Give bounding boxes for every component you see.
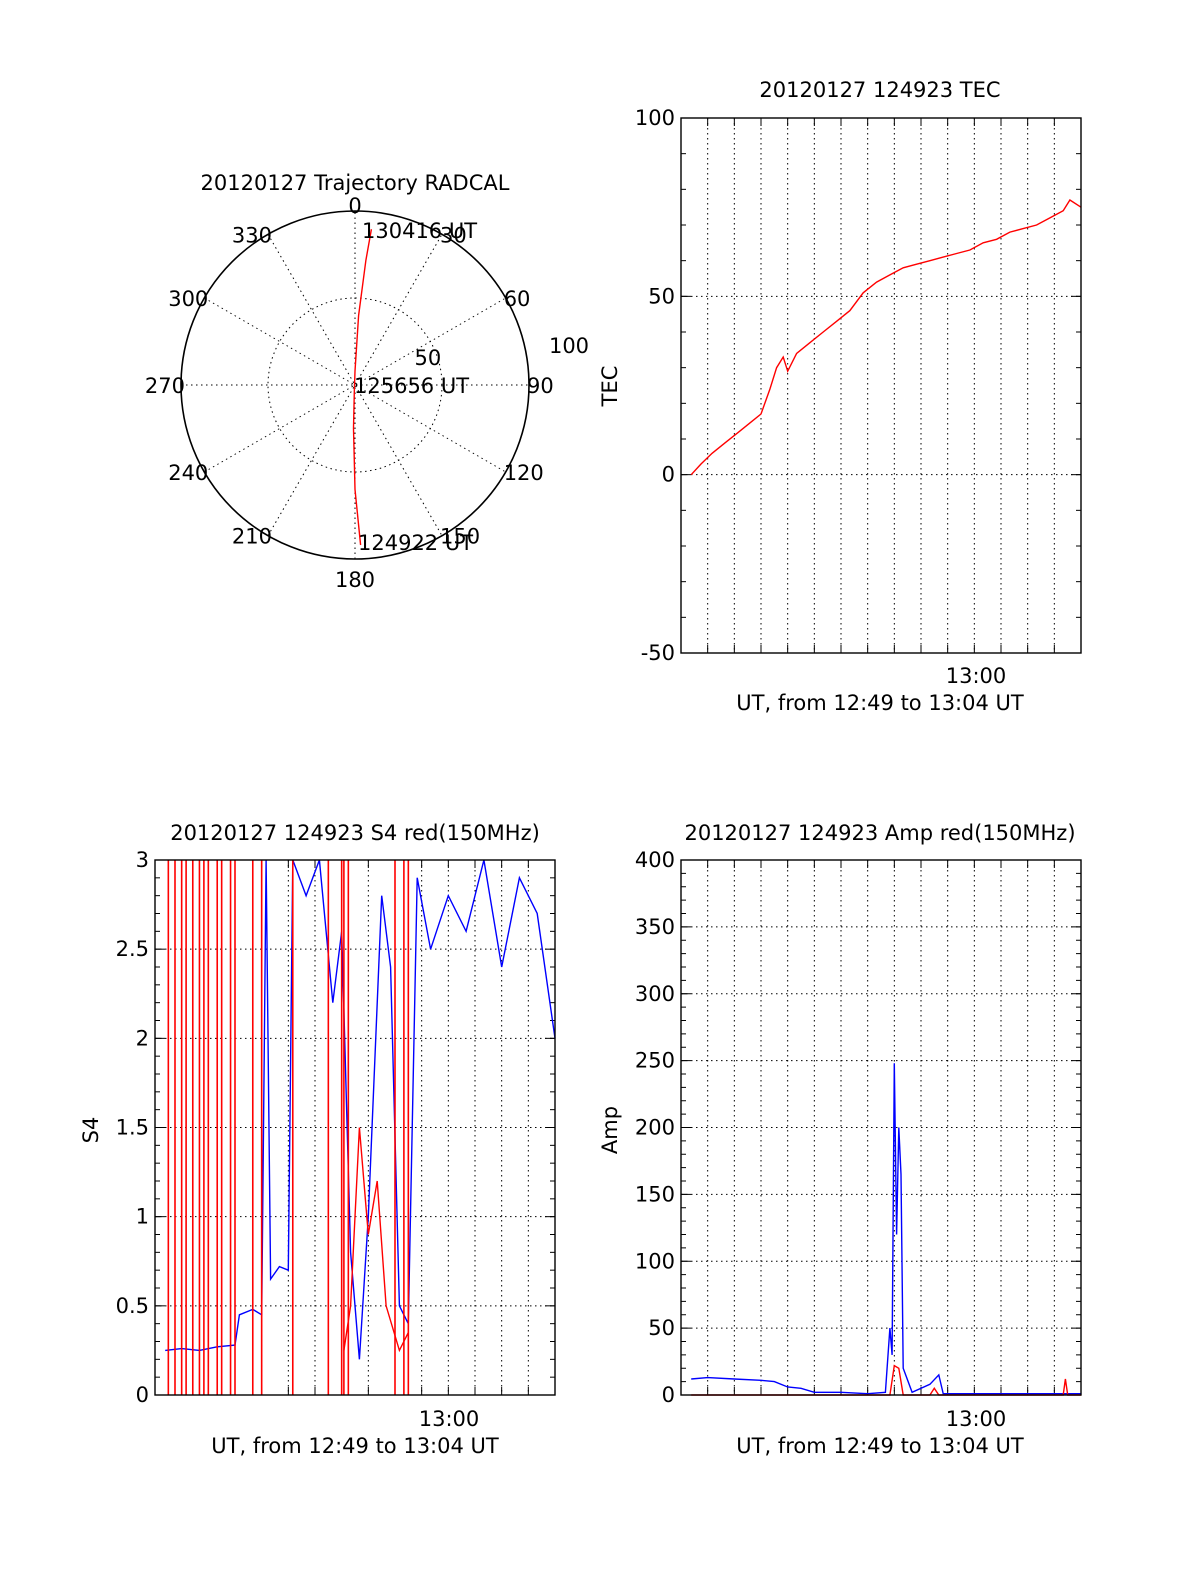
polar-angle-label: 240 [168, 461, 208, 485]
polar-angle-label: 90 [527, 374, 554, 398]
polar-grid [180, 210, 530, 560]
polar-chart: 20120127 Trajectory RADCAL 0 30 60 90 120 150… [145, 171, 589, 592]
tec-xlabel: UT, from 12:49 to 13:04 UT [736, 691, 1024, 715]
s4-ytick-label: 2 [136, 1026, 149, 1050]
polar-angle-label: 180 [335, 568, 375, 592]
amp-ytick-label: 350 [635, 915, 675, 939]
s4-ytick-label: 0.5 [116, 1294, 149, 1318]
s4-chart: 20120127 124923 S4 red(150MHz) S4 UT, fr… [79, 821, 556, 1458]
amp-ytick-label: 400 [635, 848, 675, 872]
polar-title: 20120127 Trajectory RADCAL [201, 171, 510, 195]
tec-plot-frame [680, 117, 1082, 654]
amp-ytick-label: 100 [635, 1249, 675, 1273]
tec-chart: 20120127 124923 TEC TEC UT, from 12:49 t… [598, 78, 1082, 715]
amp-ytick-label: 150 [635, 1182, 675, 1206]
tec-ytick-label: 50 [648, 284, 675, 308]
polar-angle-labels: 0 30 60 90 120 150 180 210 240 270 300 330 [145, 194, 554, 592]
polar-spoke [267, 234, 443, 536]
polar-radial-label: 100 [549, 334, 589, 358]
s4-series-line-0 [165, 859, 556, 1360]
amp-ylabel: Amp [598, 1106, 622, 1154]
s4-xtick-label: 13:00 [419, 1407, 480, 1431]
s4-ylabel: S4 [79, 1117, 103, 1144]
s4-ytick-label: 3 [136, 848, 149, 872]
polar-spoke [204, 297, 506, 473]
s4-ytick-label: 1.5 [116, 1116, 149, 1140]
amp-series-line-0 [691, 1063, 1081, 1395]
polar-radial-label: 50 [415, 346, 442, 370]
polar-angle-label: 270 [145, 374, 185, 398]
amp-ytick-label: 0 [662, 1383, 675, 1407]
annotation-start-time: 124922 UT [358, 531, 473, 555]
polar-angle-label: 120 [504, 461, 544, 485]
tec-ytick-label: -50 [641, 641, 675, 665]
polar-angle-label: 330 [232, 223, 272, 247]
s4-ytick-label: 1 [136, 1205, 149, 1229]
amp-plot-frame [680, 859, 1082, 1396]
polar-angle-label: 300 [168, 287, 208, 311]
amp-title: 20120127 124923 Amp red(150MHz) [684, 821, 1075, 845]
amp-chart: 20120127 124923 Amp red(150MHz) Amp UT, … [598, 821, 1082, 1458]
tec-ytick-label: 100 [635, 106, 675, 130]
amp-ytick-label: 250 [635, 1049, 675, 1073]
s4-title: 20120127 124923 S4 red(150MHz) [170, 821, 540, 845]
amp-xtick-label: 13:00 [946, 1407, 1007, 1431]
polar-angle-label: 210 [232, 525, 272, 549]
tec-title: 20120127 124923 TEC [759, 78, 1000, 102]
tec-xtick-label: 13:00 [946, 664, 1007, 688]
tec-ylabel: TEC [598, 366, 622, 408]
polar-trajectory-line [352, 229, 373, 546]
amp-ytick-label: 300 [635, 982, 675, 1006]
amp-ytick-label: 200 [635, 1116, 675, 1140]
s4-ytick-label: 0 [136, 1383, 149, 1407]
polar-angle-label: 60 [504, 287, 531, 311]
tec-series-line-0 [690, 199, 1082, 476]
s4-xlabel: UT, from 12:49 to 13:04 UT [211, 1434, 499, 1458]
amp-series-line-1 [691, 1364, 1081, 1396]
polar-angle-label: 30 [440, 223, 467, 247]
s4-series-line-1 [343, 1127, 409, 1353]
amp-xlabel: UT, from 12:49 to 13:04 UT [736, 1434, 1024, 1458]
annotation-end-time: 130416 UT [362, 219, 477, 243]
polar-angle-label: 0 [348, 194, 361, 218]
tec-ytick-label: 0 [662, 463, 675, 487]
polar-angle-label: 150 [440, 525, 480, 549]
annotation-mid-time: 125656 UT [354, 374, 469, 398]
polar-spoke [267, 234, 443, 536]
s4-plot-frame [154, 859, 556, 1396]
amp-ytick-label: 50 [648, 1316, 675, 1340]
s4-ytick-label: 2.5 [116, 937, 149, 961]
polar-radial-labels: 50 100 [415, 334, 590, 370]
polar-spoke [204, 297, 506, 473]
